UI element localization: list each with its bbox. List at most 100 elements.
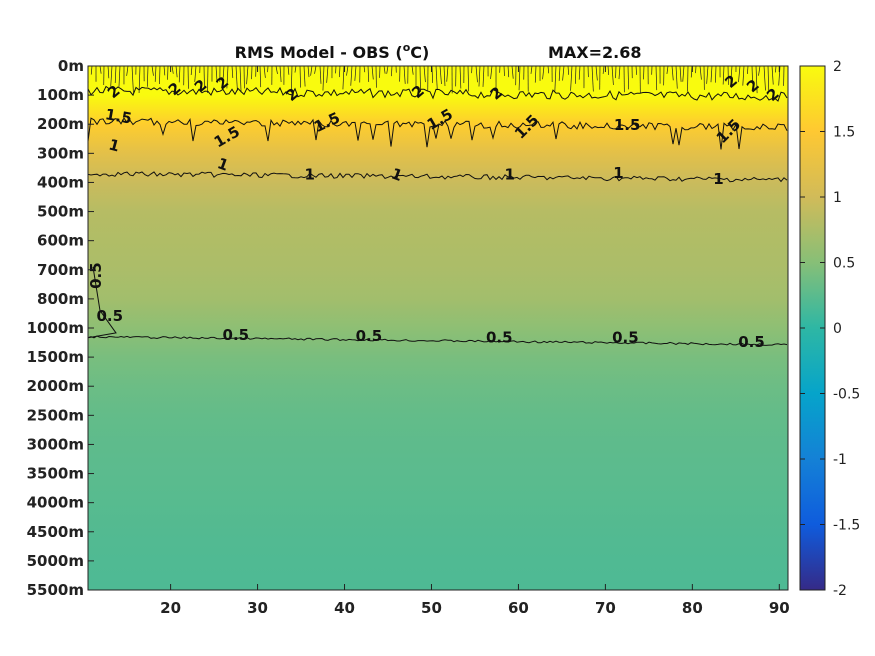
- heatmap-background: [88, 66, 788, 590]
- contour-label: 1: [613, 164, 623, 182]
- noise-stroke: [354, 66, 357, 81]
- noise-stroke: [411, 66, 414, 75]
- noise-stroke: [239, 66, 242, 93]
- noise-stroke: [371, 66, 374, 80]
- y-tick-label: 2500m: [27, 406, 84, 424]
- noise-stroke: [443, 66, 446, 86]
- y-tick-label: 0m: [58, 57, 84, 75]
- x-tick-label: 80: [682, 599, 703, 617]
- noise-stroke: [478, 66, 481, 87]
- y-tick-label: 600m: [37, 232, 84, 250]
- noise-stroke: [287, 66, 290, 75]
- contour-label: 0.5: [356, 327, 383, 345]
- noise-stroke: [699, 66, 702, 80]
- contour-label: 1: [305, 166, 315, 184]
- contour-label: 0.5: [612, 329, 639, 347]
- y-tick-label: 500m: [37, 203, 84, 221]
- noise-stroke: [475, 66, 478, 83]
- noise-stroke: [439, 66, 442, 85]
- noise-stroke: [671, 66, 674, 81]
- noise-stroke: [423, 66, 426, 83]
- contour-lines: [88, 85, 788, 346]
- noise-stroke: [391, 66, 393, 77]
- y-axis: 0m 100m 200m 300m 400m 500m 600m 700m 800m 1000m 1…: [27, 57, 94, 599]
- colorbar-tick-label: -1: [833, 452, 847, 468]
- noise-stroke: [771, 66, 774, 85]
- y-tick-label: 3500m: [27, 465, 84, 483]
- noise-stroke: [290, 66, 293, 92]
- noise-stroke: [151, 66, 154, 76]
- colorbar-tick-label: -1.5: [833, 518, 860, 534]
- noise-stroke: [706, 66, 709, 84]
- noise-stroke: [222, 66, 225, 78]
- noise-stroke: [171, 66, 174, 74]
- noise-stroke: [346, 66, 349, 76]
- noise-stroke: [163, 66, 166, 76]
- noise-stroke: [386, 66, 389, 74]
- noise-stroke: [490, 66, 493, 79]
- noise-stroke: [263, 66, 266, 78]
- noise-stroke: [303, 66, 306, 87]
- noise-stroke: [682, 66, 685, 82]
- noise-stroke: [618, 66, 621, 80]
- contour-label: 1.5: [104, 105, 133, 127]
- noise-stroke: [763, 66, 766, 91]
- y-tick-label: 4000m: [27, 494, 84, 512]
- chart-title: RMS Model - OBS (oC): [235, 41, 430, 62]
- noise-stroke: [715, 66, 717, 83]
- noise-stroke: [574, 66, 577, 84]
- noise-stroke: [611, 66, 614, 85]
- noise-stroke: [570, 66, 573, 91]
- colorbar-tick-label: -0.5: [833, 387, 860, 403]
- noise-stroke: [146, 66, 149, 87]
- noise-stroke: [518, 66, 521, 91]
- y-tick-label: 2000m: [27, 377, 84, 395]
- y-tick-label: 5500m: [27, 581, 84, 599]
- noise-stroke: [194, 66, 197, 82]
- contour-label: 1: [713, 170, 723, 188]
- noise-stroke: [758, 66, 761, 76]
- contour-label: 0.5: [738, 333, 765, 351]
- noise-stroke: [231, 66, 234, 78]
- noise-stroke: [138, 66, 141, 94]
- noise-stroke: [339, 66, 341, 78]
- x-tick-label: 20: [160, 599, 181, 617]
- noise-stroke: [279, 66, 282, 83]
- contour-label: 0.5: [96, 307, 123, 325]
- noise-stroke: [627, 66, 629, 90]
- contour-line-1-5: [88, 117, 788, 150]
- noise-stroke: [459, 66, 462, 89]
- noise-stroke: [742, 66, 745, 86]
- noise-stroke: [530, 66, 533, 74]
- noise-stroke: [154, 66, 157, 82]
- noise-stroke: [775, 66, 777, 73]
- noise-stroke: [675, 66, 678, 89]
- colorbar-tick-label: 2: [833, 59, 842, 75]
- colorbar-tick-label: 0: [833, 321, 842, 337]
- noise-stroke: [307, 66, 310, 78]
- noise-stroke: [534, 66, 537, 83]
- noise-stroke: [235, 66, 238, 91]
- x-tick-label: 30: [247, 599, 268, 617]
- noise-stroke: [730, 66, 733, 83]
- contour-line-0-5: [88, 266, 788, 346]
- x-tick-label: 40: [334, 599, 355, 617]
- colorbar-tick-label: -2: [833, 583, 847, 599]
- noise-stroke: [403, 66, 406, 84]
- noise-stroke: [299, 66, 301, 88]
- colorbar-tick-label: 1: [833, 190, 842, 206]
- max-annotation: MAX=2.68: [548, 43, 642, 62]
- noise-stroke: [595, 66, 598, 81]
- noise-stroke: [314, 66, 317, 74]
- y-tick-label: 100m: [37, 86, 84, 104]
- noise-stroke: [275, 66, 278, 75]
- noise-stroke: [190, 66, 193, 76]
- noise-stroke: [110, 66, 113, 87]
- noise-stroke: [246, 66, 249, 85]
- y-tick-label: 800m: [37, 290, 84, 308]
- noise-stroke: [435, 66, 438, 90]
- surface-noise-band: [88, 66, 785, 94]
- noise-stroke: [159, 66, 161, 85]
- noise-stroke: [767, 66, 770, 91]
